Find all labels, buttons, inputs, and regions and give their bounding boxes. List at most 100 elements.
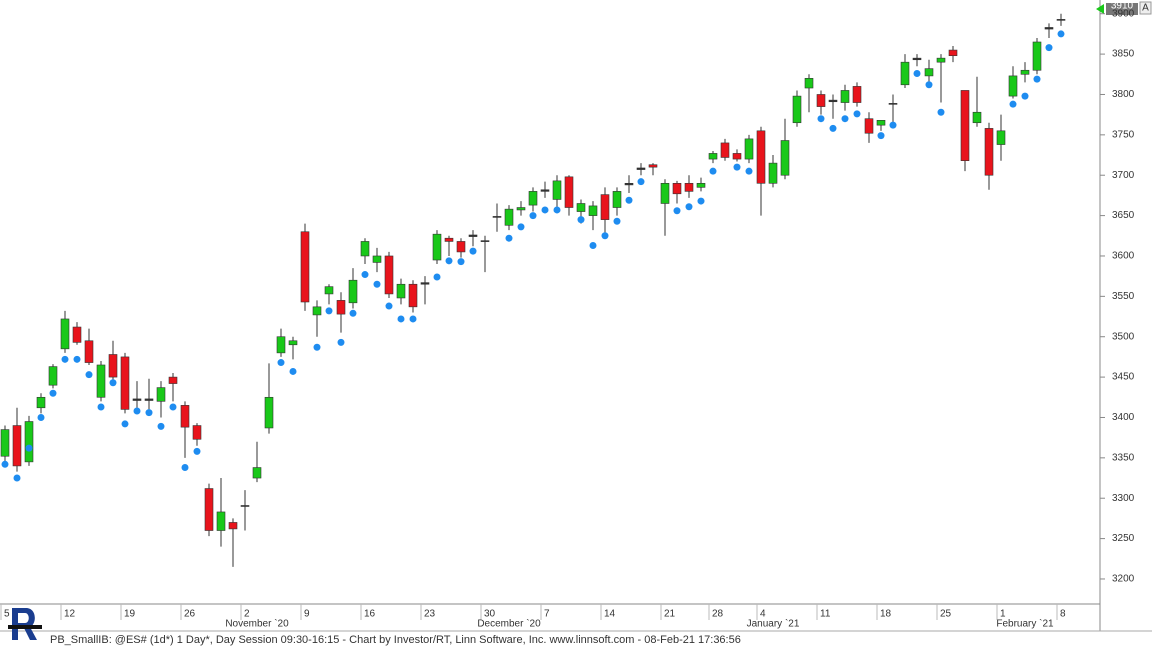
- candle-body: [708, 153, 718, 160]
- candle-body: [576, 203, 586, 212]
- y-tick-label: 3400: [1112, 412, 1135, 423]
- candle-body: [792, 95, 802, 124]
- candle-body: [432, 233, 442, 261]
- stop-dot: [181, 464, 189, 472]
- candle-body: [192, 425, 202, 440]
- candle-body: [480, 240, 490, 242]
- candle-body: [1044, 27, 1054, 30]
- y-tick-label: 3850: [1112, 49, 1135, 60]
- candle-body: [132, 398, 142, 401]
- y-tick-label: 3650: [1112, 210, 1135, 221]
- candle-body: [348, 279, 358, 304]
- stop-dot: [289, 367, 297, 375]
- candle-body: [120, 356, 130, 410]
- candle-body: [804, 78, 814, 89]
- candle-body: [420, 282, 430, 285]
- stop-dot: [133, 407, 141, 415]
- candle-body: [852, 86, 862, 103]
- candle-body: [252, 467, 262, 479]
- x-tick-label: 28: [712, 609, 724, 620]
- stop-dot: [37, 413, 45, 421]
- y-tick-label: 3600: [1112, 251, 1135, 262]
- month-label: November `20: [225, 618, 289, 630]
- candle-body: [444, 237, 454, 242]
- stop-dot: [169, 403, 177, 411]
- x-tick-label: 21: [664, 609, 676, 620]
- stop-dot: [361, 271, 369, 279]
- candle-body: [744, 138, 754, 160]
- x-tick-label: 4: [760, 609, 766, 620]
- stop-dot: [925, 81, 933, 89]
- candle-body: [840, 90, 850, 103]
- x-tick-label: 8: [1060, 609, 1066, 620]
- stop-dot: [853, 110, 861, 118]
- stop-dot: [109, 379, 117, 387]
- stop-dot: [613, 217, 621, 225]
- stop-dot: [877, 132, 885, 140]
- candle-body: [456, 241, 466, 253]
- y-tick-label: 3750: [1112, 129, 1135, 140]
- stop-dot: [937, 108, 945, 116]
- candle-body: [1008, 75, 1018, 97]
- candle-body: [672, 182, 682, 195]
- candle-body: [276, 336, 286, 354]
- candle-body: [396, 283, 406, 299]
- candle-body: [864, 118, 874, 134]
- candle-body: [108, 354, 118, 378]
- stop-dot: [349, 309, 357, 317]
- stop-dot: [469, 247, 477, 255]
- candle-body: [924, 68, 934, 77]
- candle-body: [684, 182, 694, 192]
- footer-text: PB_SmallIB: @ES# (1d*) 1 Day*, Day Sessi…: [50, 634, 741, 646]
- stop-dot: [145, 409, 153, 417]
- candle-body: [168, 376, 178, 384]
- candle-body: [696, 182, 706, 188]
- stop-dot: [445, 257, 453, 265]
- candle-body: [984, 128, 994, 176]
- x-tick-label: 23: [424, 609, 436, 620]
- stop-dot: [337, 338, 345, 346]
- candle-body: [216, 511, 226, 531]
- y-tick-label: 3350: [1112, 452, 1135, 463]
- button-label[interactable]: A: [1142, 3, 1149, 14]
- stop-dot: [1033, 75, 1041, 83]
- candle-body: [768, 162, 778, 184]
- y-tick-label: 3450: [1112, 372, 1135, 383]
- stop-dot: [1057, 30, 1065, 38]
- candle-body: [648, 164, 658, 168]
- candle-body: [360, 241, 370, 257]
- stop-dot: [913, 69, 921, 77]
- stop-dot: [889, 121, 897, 129]
- y-tick-label: 3800: [1112, 89, 1135, 100]
- candle-body: [180, 405, 190, 428]
- stop-dot: [1009, 100, 1017, 108]
- candle-body: [948, 49, 958, 57]
- stop-dot: [61, 355, 69, 363]
- button[interactable]: [1139, 1, 1152, 15]
- stop-dot: [49, 389, 57, 397]
- candle-body: [960, 90, 970, 161]
- stop-dot: [121, 420, 129, 428]
- candle-body: [936, 57, 946, 63]
- month-label: January `21: [747, 618, 800, 630]
- x-tick-label: 25: [940, 609, 952, 620]
- candle-body: [156, 387, 166, 402]
- stop-dot: [409, 315, 417, 323]
- x-tick-label: 7: [544, 609, 550, 620]
- candle-body: [24, 421, 34, 463]
- stop-dot: [673, 207, 681, 215]
- candle-body: [372, 255, 382, 263]
- stop-dot: [505, 234, 513, 242]
- candle-body: [228, 522, 238, 530]
- stop-dot: [157, 422, 165, 430]
- candle-body: [876, 120, 886, 126]
- y-tick-label: 3500: [1112, 331, 1135, 342]
- candle-body: [84, 340, 94, 363]
- candle-body: [660, 182, 670, 204]
- candle-body: [1032, 41, 1042, 71]
- stop-dot: [1021, 92, 1029, 100]
- candle-body: [336, 300, 346, 315]
- candle-body: [588, 205, 598, 216]
- stop-dot: [313, 343, 321, 351]
